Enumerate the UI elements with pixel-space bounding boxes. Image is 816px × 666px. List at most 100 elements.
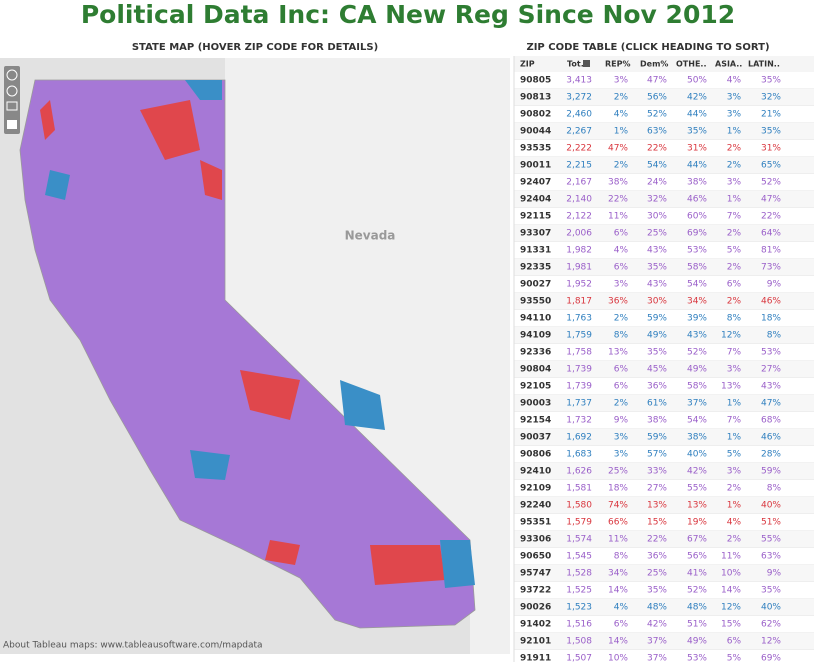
table-cell: 2% [727, 297, 742, 307]
table-cell: 4% [727, 76, 742, 86]
map-attribution[interactable]: About Tableau maps: www.tableausoftware.… [3, 641, 263, 651]
table-cell: 1,523 [566, 603, 592, 613]
region[interactable] [370, 545, 445, 585]
table-cell: 34% [687, 297, 707, 307]
zip-code: 90044 [520, 127, 551, 137]
map-controls [4, 66, 20, 134]
region[interactable] [185, 80, 222, 100]
table-cell: 52% [647, 110, 667, 120]
table-cell: 62% [761, 620, 781, 630]
table-cell: 4% [614, 246, 629, 256]
table-cell: 8% [727, 314, 742, 324]
table-cell: 25% [647, 569, 667, 579]
table-cell: 1,581 [566, 484, 592, 494]
table-cell: 44% [687, 161, 707, 171]
table-cell: 1,739 [566, 365, 592, 375]
table-cell: 46% [687, 195, 707, 205]
table-cell: 60% [687, 212, 707, 222]
map[interactable]: Nevada About Tableau maps: www.tableauso… [0, 58, 510, 654]
select[interactable] [6, 101, 18, 111]
toolbar [4, 66, 20, 134]
table-cell: 2% [727, 263, 742, 273]
home[interactable] [7, 120, 17, 129]
region[interactable] [40, 100, 55, 140]
column-heading[interactable]: Dem% [640, 60, 668, 69]
table-cell: 31% [687, 144, 707, 154]
table-cell: 12% [721, 331, 741, 341]
column-heading[interactable]: REP% [605, 60, 631, 69]
table-cell: 2,215 [566, 161, 592, 171]
row-band [514, 394, 814, 412]
table-cell: 6% [614, 365, 629, 375]
table-cell: 1,739 [566, 382, 592, 392]
zip-code: 92410 [520, 467, 551, 477]
table-cell: 14% [721, 586, 741, 596]
table-cell: 36% [647, 552, 667, 562]
region[interactable] [440, 540, 475, 588]
table-cell: 59% [647, 314, 667, 324]
table-cell: 10% [608, 654, 628, 663]
table-cell: 35% [761, 127, 781, 137]
column-heading[interactable]: Tot.. [567, 60, 587, 69]
table-cell: 1,508 [566, 637, 592, 647]
region[interactable] [140, 100, 200, 160]
region[interactable] [265, 540, 300, 565]
table-cell: 49% [687, 365, 707, 375]
zip-code: 93722 [520, 586, 551, 596]
table-cell: 53% [687, 654, 707, 663]
table-cell: 1,763 [566, 314, 592, 324]
table-cell: 69% [761, 654, 781, 663]
table-cell: 65% [761, 161, 781, 171]
table-cell: 28% [761, 450, 781, 460]
table-cell: 2% [614, 93, 629, 103]
map-region-label: Nevada [345, 229, 396, 243]
row-band [514, 326, 814, 344]
table-cell: 6% [614, 229, 629, 239]
table-cell: 33% [647, 467, 667, 477]
region[interactable] [200, 160, 222, 200]
zoom-out[interactable] [6, 85, 18, 97]
table-cell: 2% [727, 161, 742, 171]
table-cell: 1,579 [566, 518, 592, 528]
region[interactable] [340, 380, 385, 430]
column-heading[interactable]: OTHE.. [676, 60, 707, 69]
zoom-in[interactable] [6, 69, 18, 81]
table-cell: 42% [647, 620, 667, 630]
region[interactable] [45, 170, 70, 200]
zip-code: 93535 [520, 144, 551, 154]
table-cell: 35% [687, 127, 707, 137]
table-cell: 59% [761, 467, 781, 477]
zip-code: 92105 [520, 382, 551, 392]
table-cell: 1,737 [566, 399, 592, 409]
table-cell: 5% [727, 246, 742, 256]
column-heading[interactable]: ZIP [520, 60, 535, 69]
zip-code: 95351 [520, 518, 551, 528]
table-cell: 22% [647, 144, 667, 154]
region[interactable] [190, 450, 230, 480]
table-cell: 61% [647, 399, 667, 409]
table-cell: 43% [687, 331, 707, 341]
table-cell: 21% [761, 110, 781, 120]
row-band [514, 224, 814, 242]
table-cell: 24% [647, 178, 667, 188]
region[interactable] [240, 370, 300, 420]
zip-code: 92335 [520, 263, 551, 273]
table-cell: 54% [687, 280, 707, 290]
column-heading[interactable]: LATIN.. [748, 60, 780, 69]
zip-code: 92407 [520, 178, 551, 188]
table-cell: 3% [727, 467, 742, 477]
table-cell: 11% [721, 552, 741, 562]
row-band [514, 496, 814, 514]
column-heading[interactable]: ASIA.. [715, 60, 742, 69]
table-cell: 46% [761, 297, 781, 307]
table-cell: 11% [608, 212, 628, 222]
table-cell: 81% [761, 246, 781, 256]
zip-code: 91402 [520, 620, 551, 630]
table-cell: 37% [687, 399, 707, 409]
table-cell: 49% [647, 331, 667, 341]
table-cell: 13% [608, 348, 628, 358]
table-cell: 3% [614, 450, 629, 460]
table-cell: 52% [687, 586, 707, 596]
